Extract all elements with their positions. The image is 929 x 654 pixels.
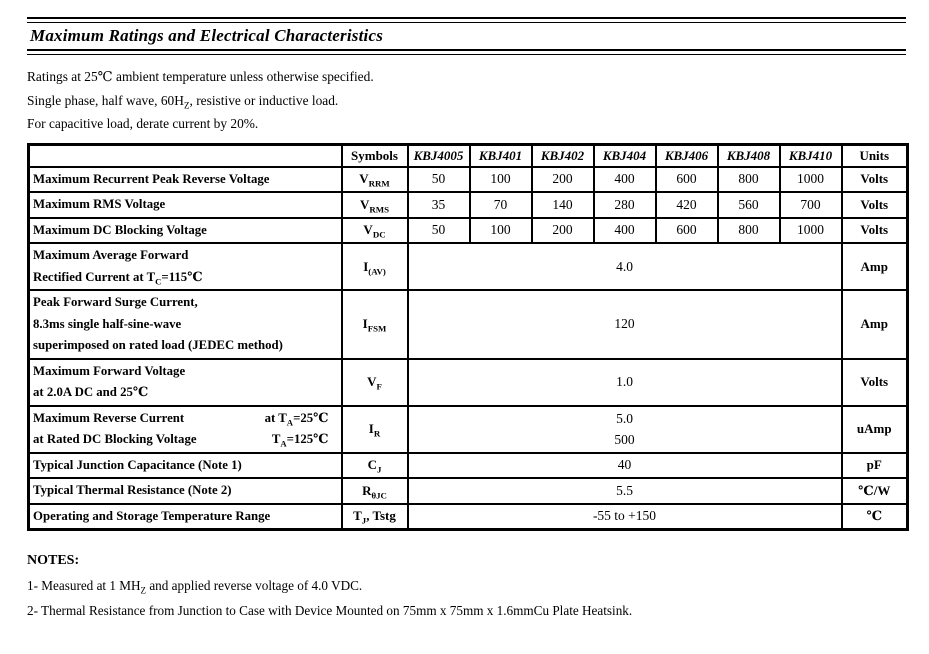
parameter-cell: Maximum Forward Voltage at 2.0A DC and 25… — [27, 357, 343, 407]
table-header-row: Symbols KBJ4005 KBJ401 KBJ402 KBJ404 KBJ406 KB… — [27, 143, 909, 168]
header-cell-model: KBJ406 — [654, 143, 719, 168]
symbol-cell: IR — [340, 404, 409, 454]
header-cell-model: KBJ410 — [778, 143, 843, 168]
page-title: Maximum Ratings and Electrical Character… — [30, 26, 384, 45]
value-cell: 70 — [468, 191, 533, 219]
parameter-cell: Peak Forward Surge Current, 8.3ms single … — [27, 289, 343, 360]
stacked-value: 500 — [614, 432, 635, 447]
value-cell: 50 — [406, 165, 471, 193]
header-cell-model: KBJ4005 — [406, 143, 471, 168]
notes-section: NOTES: 1- Measured at 1 MHZ and applied … — [27, 553, 906, 618]
unit-cell: Volts — [840, 216, 909, 244]
value-cell: 280 — [592, 191, 657, 219]
span-value-cell: 120 — [406, 289, 843, 360]
value-cell: 560 — [716, 191, 781, 219]
notes-list: 1- Measured at 1 MHZ and applied reverse… — [27, 579, 906, 618]
value-cell: 400 — [592, 216, 657, 244]
table-row: Peak Forward Surge Current, 8.3ms single … — [27, 289, 909, 360]
unit-cell: Amp — [840, 289, 909, 360]
symbol-cell: VDC — [340, 216, 409, 244]
title-top-rule — [27, 17, 906, 23]
unit-cell: Amp — [840, 242, 909, 291]
header-cell-parameter — [27, 143, 343, 168]
table-row: Maximum Recurrent Peak Reverse Voltage VR… — [27, 165, 909, 193]
header-cell-model: KBJ401 — [468, 143, 533, 168]
parameter-cell: Maximum Recurrent Peak Reverse Voltage — [27, 165, 343, 193]
unit-cell: Volts — [840, 357, 909, 407]
value-cell: 600 — [654, 165, 719, 193]
symbol-cell: CJ — [340, 451, 409, 479]
span-value-cell: -55 to +150 — [406, 502, 843, 531]
table-row: Operating and Storage Temperature Range T… — [27, 502, 909, 531]
value-cell: 1000 — [778, 165, 843, 193]
table-row: Maximum DC Blocking Voltage VDC 50 100 200 40… — [27, 216, 909, 244]
table-row: Typical Thermal Resistance (Note 2) RθJC 5… — [27, 477, 909, 505]
note-item: 2- Thermal Resistance from Junction to C… — [27, 603, 633, 618]
value-cell: 700 — [778, 191, 843, 219]
stacked-value: 5.0 — [616, 410, 633, 426]
header-cell-model: KBJ408 — [716, 143, 781, 168]
span-value-cell: 5.0 500 — [406, 404, 843, 454]
section-title-block: Maximum Ratings and Electrical Character… — [27, 17, 906, 55]
value-cell: 200 — [530, 216, 595, 244]
parameter-cell: Operating and Storage Temperature Range — [27, 502, 343, 531]
unit-cell: ℃/W — [840, 477, 909, 505]
header-cell-symbols: Symbols — [340, 143, 409, 168]
table-row: Maximum RMS Voltage VRMS 35 70 140 280 420 560 7… — [27, 191, 909, 219]
ratings-table: Symbols KBJ4005 KBJ401 KBJ402 KBJ404 KBJ406 KB… — [27, 143, 909, 531]
value-cell: 420 — [654, 191, 719, 219]
intro-line: Ratings at 25℃ ambient temperature unles… — [27, 69, 374, 84]
value-cell: 800 — [716, 216, 781, 244]
table-row: Typical Junction Capacitance (Note 1) CJ 4… — [27, 451, 909, 479]
symbol-cell: VRRM — [340, 165, 409, 193]
table-row: Maximum Forward Voltage at 2.0A DC and 25… — [27, 357, 909, 407]
note-item: 1- Measured at 1 MHZ and applied reverse… — [27, 578, 363, 596]
value-cell: 140 — [530, 191, 595, 219]
symbol-cell: VF — [340, 357, 409, 407]
parameter-cell: Maximum Reverse Current at TA=25℃ at Rated… — [27, 404, 343, 454]
value-cell: 35 — [406, 191, 471, 219]
symbol-cell: TJ, Tstg — [340, 502, 409, 531]
span-value-cell: 5.5 — [406, 477, 843, 505]
table-row: Maximum Average Forward Rectified Current… — [27, 242, 909, 291]
symbol-cell: IFSM — [340, 289, 409, 360]
value-cell: 50 — [406, 216, 471, 244]
value-cell: 400 — [592, 165, 657, 193]
symbol-cell: I(AV) — [340, 242, 409, 291]
parameter-cell: Maximum Average Forward Rectified Current… — [27, 242, 343, 291]
span-value-cell: 40 — [406, 451, 843, 479]
unit-cell: Volts — [840, 191, 909, 219]
value-cell: 100 — [468, 216, 533, 244]
symbol-cell: VRMS — [340, 191, 409, 219]
header-cell-units: Units — [840, 143, 909, 168]
value-cell: 200 — [530, 165, 595, 193]
value-cell: 800 — [716, 165, 781, 193]
unit-cell: pF — [840, 451, 909, 479]
header-cell-model: KBJ404 — [592, 143, 657, 168]
title-bottom-rule — [27, 49, 906, 55]
parameter-cell: Typical Junction Capacitance (Note 1) — [27, 451, 343, 479]
ratings-table-body: Maximum Recurrent Peak Reverse Voltage VR… — [27, 165, 909, 531]
table-row: Maximum Reverse Current at TA=25℃ at Rated… — [27, 404, 909, 454]
unit-cell: ℃ — [840, 502, 909, 531]
parameter-cell: Typical Thermal Resistance (Note 2) — [27, 477, 343, 505]
span-value-cell: 4.0 — [406, 242, 843, 291]
header-cell-model: KBJ402 — [530, 143, 595, 168]
value-cell: 600 — [654, 216, 719, 244]
value-cell: 100 — [468, 165, 533, 193]
unit-cell: uAmp — [840, 404, 909, 454]
symbol-cell: RθJC — [340, 477, 409, 505]
span-value-cell: 1.0 — [406, 357, 843, 407]
parameter-cell: Maximum DC Blocking Voltage — [27, 216, 343, 244]
intro-line: Single phase, half wave, 60HZ, resistive… — [27, 92, 339, 111]
intro-line: For capacitive load, derate current by 2… — [27, 116, 259, 131]
parameter-cell: Maximum RMS Voltage — [27, 191, 343, 219]
value-cell: 1000 — [778, 216, 843, 244]
unit-cell: Volts — [840, 165, 909, 193]
intro-paragraphs: Ratings at 25℃ ambient temperature unles… — [27, 70, 906, 131]
notes-heading: NOTES: — [27, 553, 80, 568]
